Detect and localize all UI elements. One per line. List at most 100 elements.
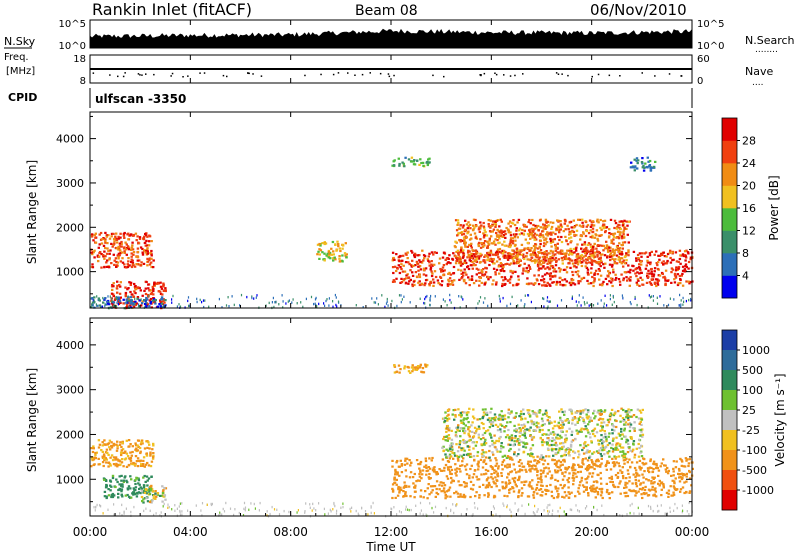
- nave-point: [555, 72, 558, 74]
- power-cell: [436, 279, 440, 282]
- power-cell: [577, 282, 580, 285]
- velocity-cell: [496, 429, 500, 432]
- velocity-cell: [461, 495, 464, 498]
- power-colorbar-tick-label: 12: [742, 225, 756, 238]
- power-cell: [504, 256, 508, 259]
- power-cell: [152, 289, 155, 293]
- power-cell: [143, 289, 146, 292]
- power-cell: [658, 258, 661, 261]
- power-cell: [537, 224, 540, 228]
- velocity-cell: [478, 494, 481, 497]
- power-cell: [473, 259, 476, 262]
- velocity-cell: [423, 465, 426, 468]
- power-cell: [498, 225, 501, 228]
- velocity-cell: [528, 409, 531, 412]
- power-cell: [404, 261, 408, 264]
- power-cell: [409, 269, 412, 272]
- velocity-cell: [484, 451, 488, 454]
- velocity-cell: [103, 443, 106, 446]
- velocity-cell: [509, 456, 512, 459]
- velocity-cell: [140, 463, 143, 466]
- power-cell: [159, 285, 163, 288]
- velocity-cell: [149, 454, 152, 457]
- power-cell: [564, 268, 567, 271]
- velocity-cell: [129, 443, 132, 446]
- velocity-cell: [600, 462, 603, 465]
- velocity-cell: [142, 484, 146, 487]
- velocity-cell: [674, 477, 677, 480]
- velocity-cell: [478, 418, 482, 421]
- velocity-cell: [411, 364, 414, 367]
- velocity-cell: [495, 485, 498, 488]
- velocity-cell: [430, 459, 433, 462]
- power-cell: [663, 304, 665, 307]
- power-cell: [673, 274, 677, 277]
- power-cell: [613, 252, 616, 255]
- velocity-cell: [141, 464, 145, 467]
- velocity-cell: [627, 442, 630, 445]
- velocity-cell: [460, 447, 463, 450]
- power-cell: [423, 257, 426, 260]
- velocity-cell: [555, 464, 558, 467]
- power-cell: [650, 275, 654, 278]
- power-cell: [117, 303, 119, 306]
- velocity-cell: [484, 456, 488, 459]
- velocity-cell: [418, 366, 421, 369]
- power-cell: [466, 245, 469, 248]
- power-cell: [151, 299, 154, 302]
- power-cell: [603, 302, 605, 305]
- power-cell: [551, 266, 555, 269]
- velocity-cell: [589, 486, 592, 490]
- velocity-cell: [538, 411, 541, 414]
- power-cell: [446, 284, 450, 287]
- velocity-cell: [447, 460, 451, 463]
- power-cell: [571, 295, 573, 298]
- power-cell: [589, 271, 593, 274]
- velocity-cell: [116, 463, 119, 466]
- velocity-cell: [511, 458, 514, 461]
- power-cell: [483, 229, 486, 232]
- velocity-cell: [553, 438, 556, 441]
- velocity-cell: [527, 412, 531, 416]
- power-cell: [594, 233, 597, 236]
- power-cell: [246, 295, 248, 299]
- power-cell: [575, 234, 578, 237]
- power-cell: [511, 257, 514, 260]
- power-cell: [481, 245, 485, 248]
- velocity-cell: [490, 465, 493, 469]
- velocity-cell: [614, 448, 617, 451]
- power-cell: [459, 262, 463, 265]
- power-cell: [606, 256, 609, 259]
- power-cell: [544, 225, 547, 228]
- power-cell: [574, 270, 577, 274]
- power-cell: [571, 262, 575, 265]
- velocity-cell: [639, 420, 642, 423]
- power-cell: [599, 265, 602, 268]
- power-cell: [656, 283, 660, 286]
- power-cell: [592, 251, 595, 254]
- velocity-cell: [611, 481, 614, 484]
- power-cell: [552, 270, 555, 273]
- power-cell: [622, 259, 626, 262]
- power-cell: [102, 244, 106, 247]
- velocity-cell: [135, 476, 138, 479]
- velocity-cell: [405, 457, 409, 460]
- nave-point: [141, 74, 143, 76]
- velocity-cell: [682, 473, 685, 476]
- velocity-cell: [400, 464, 403, 467]
- velocity-cell: [613, 455, 616, 458]
- velocity-cell: [532, 421, 535, 424]
- power-cell: [122, 302, 125, 305]
- power-cell: [93, 299, 95, 302]
- power-cell: [504, 236, 507, 239]
- velocity-cell: [464, 424, 467, 427]
- power-cell: [564, 228, 567, 231]
- power-cell: [511, 237, 514, 240]
- power-cell: [486, 245, 489, 248]
- power-cell: [427, 255, 430, 258]
- velocity-cell: [150, 460, 154, 463]
- velocity-cell: [103, 495, 107, 498]
- power-cell: [150, 261, 153, 264]
- power-cell: [402, 264, 405, 267]
- velocity-cell: [478, 485, 481, 488]
